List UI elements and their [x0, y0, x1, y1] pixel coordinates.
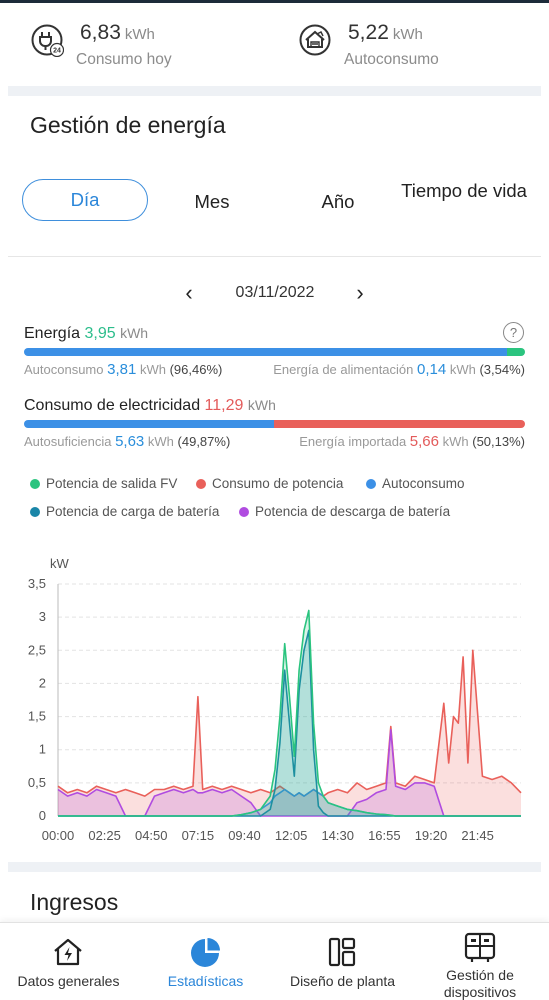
tab-tiempo-de-vida[interactable]: Tiempo de vida: [401, 180, 527, 201]
x-tick-label: 02:25: [88, 828, 121, 843]
chevron-left-icon[interactable]: ‹: [185, 280, 193, 305]
legend-dot: [239, 507, 249, 517]
series-line: [58, 609, 521, 817]
y-tick-label: 3,5: [28, 576, 46, 591]
house-bolt-icon: [54, 938, 82, 966]
consumption-bar: [24, 420, 525, 428]
series-area: [58, 650, 521, 816]
consumo-label: Consumo hoy: [76, 51, 172, 68]
series-area: [58, 729, 521, 816]
date-text[interactable]: 03/11/2022: [235, 284, 315, 301]
section-title: Gestión de energía: [30, 112, 226, 138]
nav-estadisticas[interactable]: Estadísticas: [137, 923, 274, 1000]
house-solar-icon: [299, 24, 331, 56]
divider: [8, 256, 541, 257]
x-tick-label: 00:00: [42, 828, 75, 843]
x-tick-label: 14:30: [321, 828, 354, 843]
energy-bar: [24, 348, 525, 356]
section-separator: [8, 86, 541, 96]
y-axis-label: kW: [50, 556, 70, 571]
nav-gestion-de-dispositivos[interactable]: Gestión de dispositivos: [411, 923, 549, 1000]
y-tick-label: 0,5: [28, 775, 46, 790]
y-tick-label: 2: [39, 675, 46, 690]
x-tick-label: 19:20: [415, 828, 448, 843]
devices-icon: [464, 932, 496, 962]
series-area: [58, 610, 521, 816]
legend-item-carga[interactable]: Potencia de carga de batería: [30, 504, 219, 519]
autoconsumo-label: Autoconsumo: [344, 51, 439, 68]
tab-dia[interactable]: Día: [22, 179, 148, 221]
help-icon[interactable]: ?: [503, 322, 524, 343]
nav-diseno-de-planta[interactable]: Diseño de planta: [274, 923, 411, 1000]
section-separator: [8, 862, 541, 872]
legend-dot: [30, 507, 40, 517]
plug-24h-icon: 24: [31, 24, 64, 57]
y-tick-label: 0: [39, 808, 46, 823]
legend-item-fv[interactable]: Potencia de salida FV: [30, 476, 177, 491]
autoconsumo-detail: Autoconsumo 3,81 kWh (96,46%): [24, 361, 223, 378]
tab-ano[interactable]: Año: [321, 191, 355, 212]
autosuficiencia-detail: Autosuficiencia 5,63 kWh (49,87%): [24, 433, 231, 450]
x-tick-label: 12:05: [275, 828, 308, 843]
series-area: [58, 789, 521, 816]
importada-detail: Energía importada 5,66 kWh (50,13%): [299, 433, 525, 450]
energy-label: Energía 3,95 kWh: [24, 325, 149, 342]
power-chart[interactable]: kW 0 0,5 1 1,5 2 2,5 3 3,5 00:00 02:25 04:50 07:15 09…: [0, 548, 549, 848]
x-tick-label: 07:15: [182, 828, 215, 843]
y-tick-label: 3: [39, 609, 46, 624]
legend-dot: [30, 479, 40, 489]
legend-dot: [196, 479, 206, 489]
legend-item-autoconsumo[interactable]: Autoconsumo: [366, 476, 465, 491]
summary-panel: 24 6,83 kWh Consumo hoy 5,22 kWh Autoconsu…: [0, 3, 549, 85]
nav-datos-generales[interactable]: Datos generales: [0, 923, 137, 1000]
energy-bar-alimentacion: [507, 348, 525, 356]
x-tick-label: 16:55: [368, 828, 401, 843]
status-bar-edge: [0, 0, 549, 3]
svg-text:24: 24: [53, 48, 61, 55]
y-tick-label: 1,5: [28, 709, 46, 724]
y-tick-label: 2,5: [28, 642, 46, 657]
y-tick-label: 1: [39, 742, 46, 757]
x-tick-label: 04:50: [135, 828, 168, 843]
layout-icon: [328, 937, 356, 967]
legend-item-descarga[interactable]: Potencia de descarga de batería: [239, 504, 450, 519]
alimentacion-detail: Energía de alimentación 0,14 kWh (3,54%): [273, 361, 525, 378]
date-selector: ‹ 03/11/2022 ›: [0, 280, 549, 308]
pie-chart-icon: [191, 938, 220, 967]
tab-mes[interactable]: Mes: [194, 191, 230, 212]
consumption-bar-autosuficiencia: [24, 420, 274, 428]
chevron-right-icon[interactable]: ›: [356, 280, 364, 305]
consumption-bar-importada: [273, 420, 525, 428]
autoconsumo-card[interactable]: 5,22 kWh Autoconsumo: [298, 21, 518, 77]
legend-item-consumo[interactable]: Consumo de potencia: [196, 476, 343, 491]
consumo-value: 6,83 kWh: [80, 21, 155, 44]
x-tick-label: 09:40: [228, 828, 261, 843]
energy-bar-autoconsumo: [24, 348, 508, 356]
ingresos-title: Ingresos: [30, 889, 119, 915]
autoconsumo-value: 5,22 kWh: [348, 21, 423, 44]
x-tick-label: 21:45: [461, 828, 494, 843]
bottom-nav: Datos generales Estadísticas Diseño de p…: [0, 922, 549, 1000]
consumption-label: Consumo de electricidad 11,29 kWh: [24, 397, 276, 414]
period-tabs: Día Mes Año Tiempo de vida: [0, 172, 549, 242]
legend-dot: [366, 479, 376, 489]
consumo-hoy-card[interactable]: 24 6,83 kWh Consumo hoy: [30, 21, 250, 77]
